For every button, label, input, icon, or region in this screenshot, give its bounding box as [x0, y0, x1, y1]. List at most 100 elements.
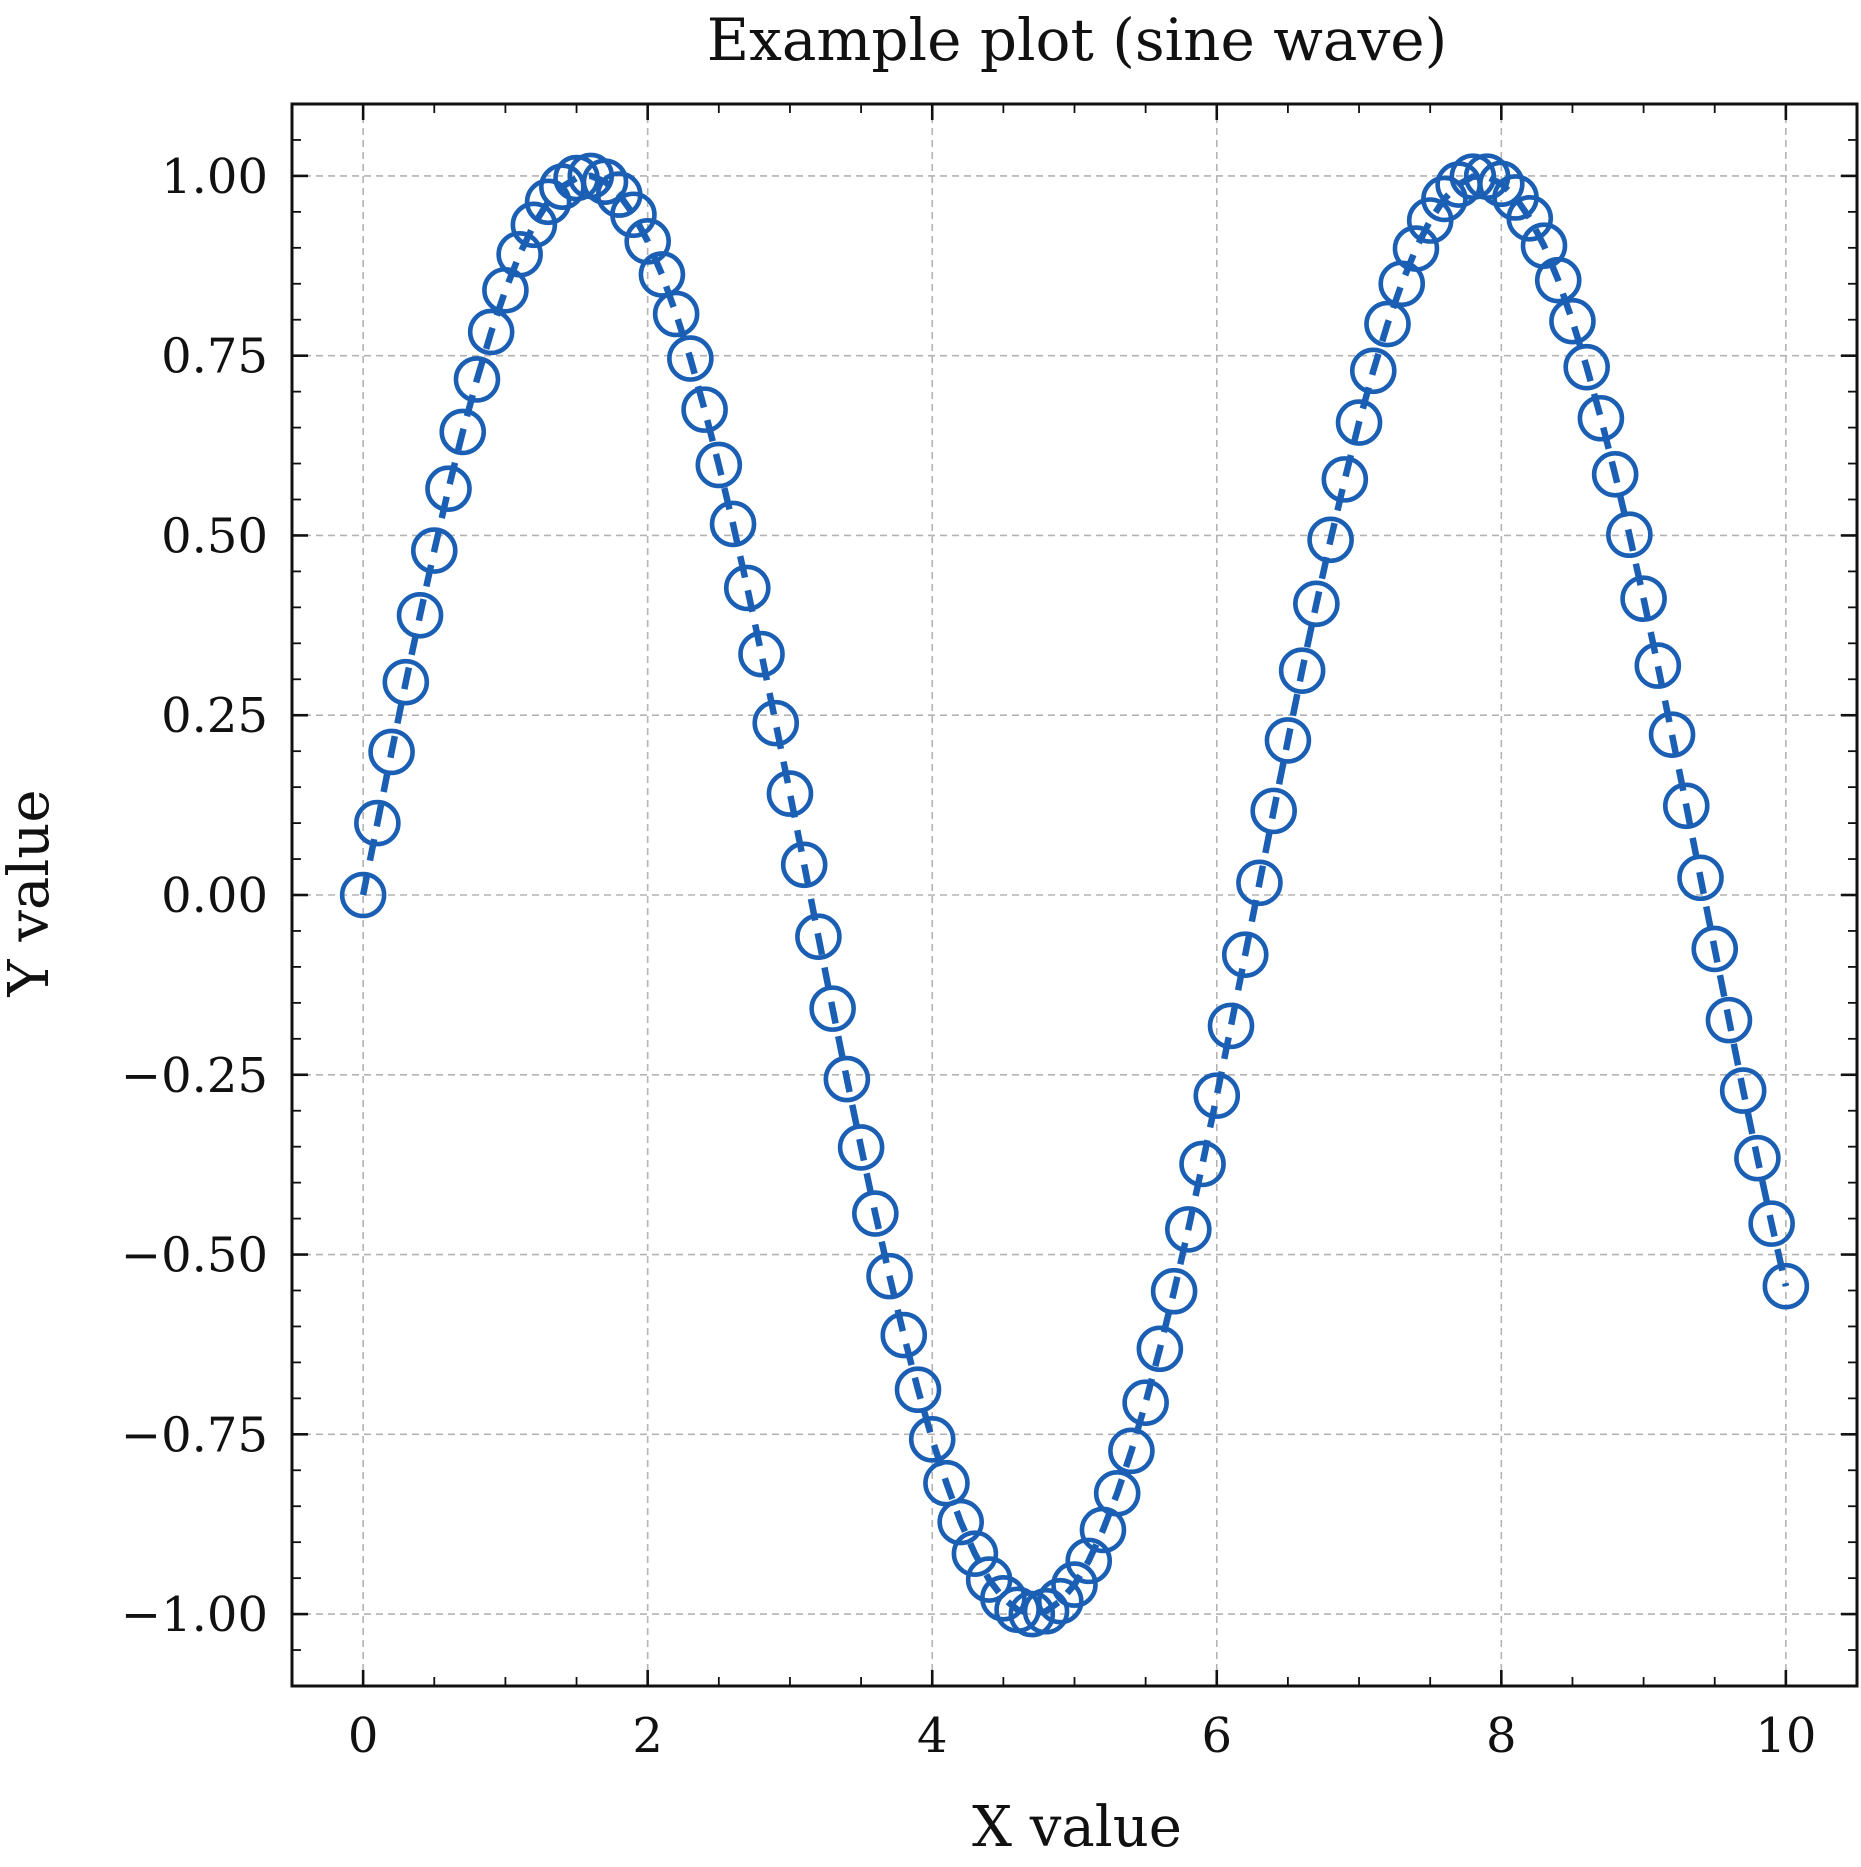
data-point	[667, 335, 714, 382]
data-point	[1264, 717, 1312, 764]
axis-ticks	[292, 103, 1857, 1687]
y-tick-label: 0.50	[161, 508, 268, 564]
data-point	[1677, 854, 1724, 902]
data-point	[1705, 996, 1753, 1044]
data-point	[980, 1574, 1027, 1622]
data-point	[1307, 516, 1354, 564]
data-point	[1620, 575, 1667, 623]
data-point	[709, 500, 757, 548]
data-point	[1577, 394, 1625, 442]
data-point	[1036, 1577, 1084, 1625]
data-point	[766, 770, 814, 817]
data-point	[1193, 1072, 1241, 1119]
data-point	[1549, 297, 1596, 345]
series-sine	[339, 152, 1810, 1638]
data-point	[410, 527, 458, 574]
data-point	[396, 591, 444, 639]
data-point	[339, 871, 387, 919]
data-point	[1108, 1427, 1155, 1475]
data-point	[1748, 1200, 1795, 1247]
data-point	[752, 699, 800, 747]
data-point	[681, 386, 728, 433]
data-point	[1093, 1469, 1141, 1517]
data-point	[1506, 195, 1554, 242]
data-point	[581, 158, 629, 205]
data-point	[510, 201, 558, 249]
y-tick-label: 0.00	[161, 868, 268, 924]
data-point	[1421, 175, 1468, 223]
data-point	[1321, 456, 1369, 503]
x-tick-label: 8	[1486, 1708, 1517, 1764]
chart-title: Example plot (sine wave)	[707, 6, 1447, 74]
data-point	[823, 1055, 871, 1103]
data-point	[780, 841, 828, 889]
data-point	[866, 1252, 913, 1300]
data-point	[908, 1416, 956, 1463]
y-tick-label: 0.25	[161, 688, 268, 744]
x-tick-label: 2	[632, 1708, 663, 1764]
data-point	[1250, 787, 1297, 835]
data-point	[1051, 1561, 1098, 1608]
data-point	[795, 913, 842, 961]
x-axis-label: X value	[972, 1795, 1182, 1860]
y-axis-label: Y value	[0, 790, 62, 998]
x-tick-label: 6	[1201, 1708, 1232, 1764]
y-tick-label: 0.75	[161, 329, 268, 385]
y-tick-label: −0.75	[121, 1407, 268, 1463]
data-point	[1136, 1325, 1184, 1373]
data-point	[496, 230, 543, 278]
data-point	[382, 658, 430, 706]
data-point	[738, 630, 785, 678]
data-point	[1165, 1206, 1212, 1253]
data-point	[524, 178, 572, 226]
data-point	[1606, 511, 1653, 559]
y-tick-label: −0.50	[121, 1228, 268, 1284]
x-tick-labels: 0 2 4 6 8 10	[348, 1708, 1817, 1764]
data-point	[1065, 1537, 1113, 1585]
data-point	[439, 408, 487, 456]
data-point	[610, 191, 657, 239]
data-point	[837, 1124, 885, 1171]
data-point	[723, 564, 771, 612]
data-point	[1392, 225, 1440, 272]
data-point	[880, 1311, 928, 1359]
data-point	[1364, 300, 1411, 348]
data-point	[1179, 1140, 1226, 1188]
data-point	[1150, 1267, 1198, 1315]
x-tick-label: 10	[1755, 1708, 1816, 1764]
data-point	[852, 1190, 899, 1237]
y-tick-label: −0.25	[121, 1048, 268, 1104]
data-point	[1335, 399, 1383, 446]
data-point	[1762, 1262, 1810, 1310]
data-point	[354, 799, 401, 847]
data-point	[1221, 931, 1269, 978]
data-point	[425, 465, 472, 513]
data-point	[1662, 782, 1710, 830]
data-point	[1591, 451, 1639, 498]
data-point	[453, 356, 501, 403]
data-point	[1207, 1002, 1255, 1050]
x-tick-label: 0	[348, 1708, 379, 1764]
data-point	[951, 1530, 999, 1577]
data-point	[553, 154, 600, 202]
data-point	[1563, 343, 1610, 391]
data-point	[1349, 347, 1397, 395]
data-point	[1478, 160, 1525, 208]
data-point	[1022, 1587, 1070, 1635]
data-point	[624, 218, 671, 265]
data-point	[1278, 647, 1326, 694]
data-point	[1293, 580, 1340, 628]
y-tick-label: −1.00	[121, 1587, 268, 1643]
data-point	[1236, 859, 1283, 907]
data-point	[1449, 153, 1497, 200]
data-point	[467, 308, 515, 356]
data-point	[1734, 1134, 1781, 1182]
data-point	[1648, 711, 1696, 758]
data-point	[1534, 256, 1582, 304]
grid	[292, 104, 1857, 1686]
y-tick-labels: −1.00 −0.75 −0.50 −0.25 0.00 0.25 0.50 0.75 1.00	[121, 149, 268, 1643]
data-point	[1691, 925, 1739, 973]
y-tick-label: 1.00	[161, 149, 268, 205]
data-point	[638, 251, 686, 298]
